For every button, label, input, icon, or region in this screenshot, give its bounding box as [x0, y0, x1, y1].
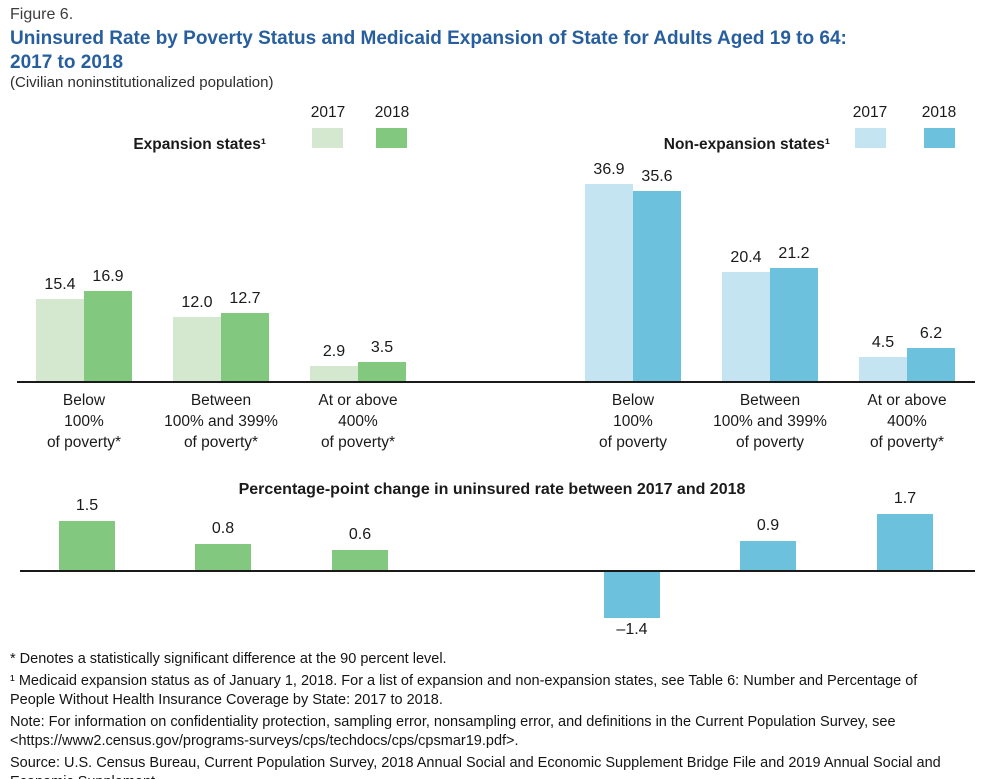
bar-value-label: 12.0	[181, 294, 213, 311]
change-chart-title: Percentage-point change in uninsured rat…	[238, 481, 746, 498]
bar-expansion-2017-1	[173, 317, 221, 381]
bar-nonexpansion-2017-1	[722, 272, 770, 381]
bar-expansion-2018-0	[84, 291, 132, 381]
category-label-line: 400%	[338, 413, 378, 430]
footnote-source: Source: U.S. Census Bureau, Current Popu…	[10, 755, 941, 779]
category-label-line: 100%	[64, 413, 104, 430]
page-title: Uninsured Rate by Poverty Status and Med…	[10, 27, 960, 75]
bar-nonexpansion-2018-0	[633, 191, 681, 381]
category-label-line: At or above	[867, 392, 947, 409]
nonexpansion-chart-title: Non-expansion states¹	[663, 136, 830, 153]
category-label-line: of poverty*	[869, 434, 945, 451]
footnotes: * Denotes a statistically significant di…	[10, 650, 962, 779]
bar-value-label: 1.5	[75, 497, 99, 514]
category-label-line: of poverty*	[183, 434, 259, 451]
category-label-line: 100%	[613, 413, 653, 430]
bar-nonexpansion-2017-0	[585, 184, 633, 381]
bar-nonexpansion-2018-2	[907, 348, 955, 381]
category-label-line: 100% and 399%	[164, 413, 278, 430]
category-label-line: Below	[62, 392, 106, 409]
bar-value-label: 2.9	[322, 343, 346, 360]
category-label-line: 400%	[887, 413, 927, 430]
change-chart-baseline	[20, 570, 975, 572]
bar-value-label: –1.4	[616, 621, 648, 638]
expansion-legend-2018-label: 2018	[374, 104, 410, 121]
bar-value-label: 35.6	[641, 168, 673, 185]
footnote-note: Note: For information on confidentiality…	[10, 714, 896, 749]
bar-value-label: 0.8	[211, 520, 235, 537]
page-subtitle: (Civilian noninstitutionalized populatio…	[10, 74, 274, 91]
bar-expansion-2018-1	[221, 313, 269, 381]
bar-nonexpansion-2018-1	[770, 268, 818, 381]
category-label: Between 100% and 399% of poverty	[670, 390, 870, 453]
category-label-line: of poverty	[598, 434, 668, 451]
change-bar-0	[59, 521, 115, 570]
change-bar-2	[332, 550, 388, 570]
bar-value-label: 0.6	[348, 526, 372, 543]
category-label: Between 100% and 399% of poverty*	[121, 390, 321, 453]
bar-value-label: 6.2	[919, 325, 943, 342]
change-bar-3	[604, 572, 660, 618]
bar-expansion-2018-2	[358, 362, 406, 381]
category-label-line: of poverty*	[46, 434, 122, 451]
footnote-significance: * Denotes a statistically significant di…	[10, 651, 447, 667]
category-label-line: At or above	[318, 392, 398, 409]
nonexpansion-legend-2018-label: 2018	[921, 104, 957, 121]
bar-value-label: 36.9	[593, 161, 625, 178]
category-label: Below 100% of poverty	[533, 390, 733, 453]
page-title-line2: 2017 to 2018	[10, 52, 124, 73]
change-bar-5	[877, 514, 933, 570]
expansion-legend-2017-label: 2017	[310, 104, 346, 121]
bar-expansion-2017-0	[36, 299, 84, 381]
category-label-line: Between	[739, 392, 801, 409]
category-label: At or above 400% of poverty*	[258, 390, 458, 453]
bar-expansion-2017-2	[310, 366, 358, 381]
page-title-line1: Uninsured Rate by Poverty Status and Med…	[10, 28, 847, 49]
category-label: At or above 400% of poverty*	[807, 390, 984, 453]
bar-value-label: 3.5	[370, 339, 394, 356]
bar-value-label: 1.7	[893, 490, 917, 507]
category-label: Below 100% of poverty*	[0, 390, 184, 453]
expansion-chart-title: Expansion states¹	[133, 136, 266, 153]
bar-value-label: 20.4	[730, 249, 762, 266]
bar-nonexpansion-2017-2	[859, 357, 907, 381]
bar-value-label: 15.4	[44, 276, 76, 293]
category-label-line: of poverty	[735, 434, 805, 451]
expansion-legend-2017-swatch	[312, 128, 343, 148]
nonexpansion-legend-2017-swatch	[855, 128, 886, 148]
change-bar-1	[195, 544, 251, 570]
bar-value-label: 0.9	[756, 517, 780, 534]
bar-value-label: 16.9	[92, 268, 124, 285]
expansion-legend-2018-swatch	[376, 128, 407, 148]
top-chart-baseline	[17, 381, 975, 383]
figure-label: Figure 6.	[10, 6, 74, 23]
footnote-expansion-status: ¹ Medicaid expansion status as of Januar…	[10, 673, 918, 708]
bar-value-label: 4.5	[871, 334, 895, 351]
nonexpansion-legend-2018-swatch	[924, 128, 955, 148]
bar-value-label: 12.7	[229, 290, 261, 307]
category-label-line: of poverty*	[320, 434, 396, 451]
category-label-line: 100% and 399%	[713, 413, 827, 430]
bar-value-label: 21.2	[778, 245, 810, 262]
nonexpansion-legend-2017-label: 2017	[852, 104, 888, 121]
change-bar-4	[740, 541, 796, 570]
category-label-line: Between	[190, 392, 252, 409]
category-label-line: Below	[611, 392, 655, 409]
